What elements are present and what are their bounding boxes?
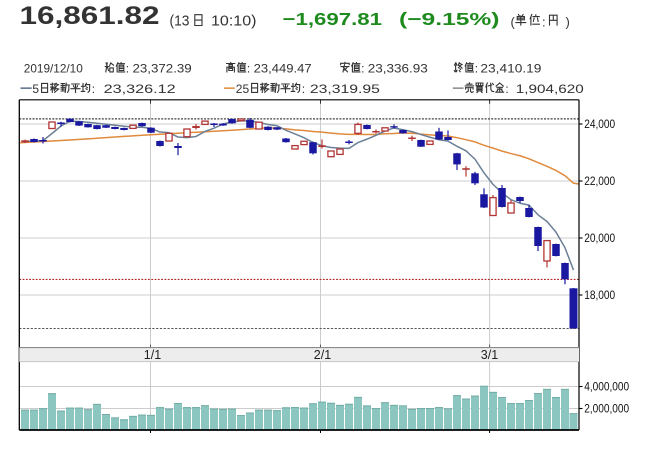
svg-text:1,904,620: 1,904,620	[516, 82, 584, 96]
svg-text:23,319.95: 23,319.95	[310, 82, 380, 96]
svg-text:(−9.15%): (−9.15%)	[399, 9, 500, 29]
svg-text:5: 5	[32, 82, 39, 96]
svg-text:4,000,000: 4,000,000	[584, 382, 629, 394]
svg-text:2,000,000: 2,000,000	[584, 404, 629, 416]
svg-text::: :	[542, 14, 546, 29]
svg-text::: :	[505, 82, 508, 96]
svg-text:(: (	[511, 14, 516, 29]
svg-text:23,326.12: 23,326.12	[104, 82, 176, 96]
svg-text:): )	[566, 14, 570, 29]
svg-text:18,000: 18,000	[584, 290, 615, 302]
svg-text:3/1: 3/1	[481, 348, 498, 362]
svg-text:23,449.47: 23,449.47	[254, 62, 312, 76]
svg-text:24,000: 24,000	[584, 119, 615, 131]
svg-text::: :	[475, 62, 478, 76]
svg-text:−1,697.81: −1,697.81	[283, 9, 383, 29]
svg-text::: :	[126, 62, 129, 76]
svg-text:25: 25	[236, 82, 250, 96]
svg-text:10:10): 10:10)	[211, 14, 257, 30]
svg-text:(13: (13	[170, 14, 190, 30]
svg-text::: :	[92, 82, 95, 96]
svg-text:23,372.39: 23,372.39	[133, 62, 193, 76]
svg-text:20,000: 20,000	[584, 233, 615, 245]
svg-text::: :	[302, 82, 305, 96]
svg-text::: :	[247, 62, 250, 76]
svg-text:16,861.82: 16,861.82	[20, 2, 160, 30]
svg-text:2019/12/10: 2019/12/10	[24, 62, 83, 76]
svg-text::: :	[361, 62, 364, 76]
svg-text:23,336.93: 23,336.93	[368, 62, 428, 76]
svg-text:22,000: 22,000	[584, 176, 615, 188]
svg-text:23,410.19: 23,410.19	[480, 62, 541, 76]
svg-text:1/1: 1/1	[144, 348, 161, 362]
svg-text:2/1: 2/1	[314, 348, 331, 362]
